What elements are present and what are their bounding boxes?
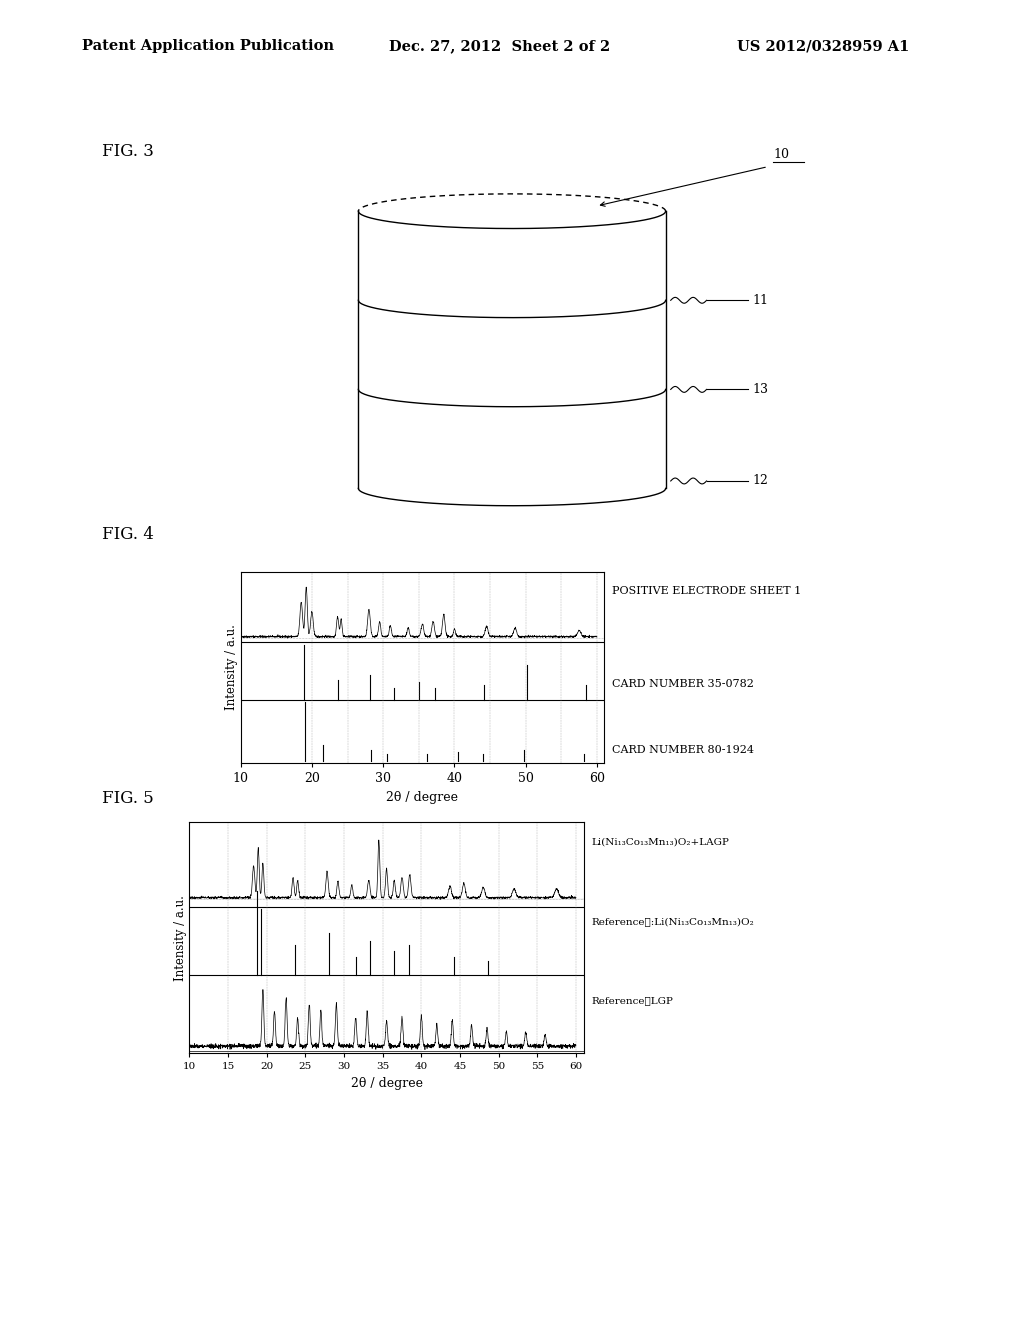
Text: CARD NUMBER 35-0782: CARD NUMBER 35-0782 — [612, 678, 755, 689]
Text: 12: 12 — [753, 474, 769, 487]
Text: POSITIVE ELECTRODE SHEET 1: POSITIVE ELECTRODE SHEET 1 — [612, 586, 802, 597]
Text: 13: 13 — [753, 383, 769, 396]
Text: CARD NUMBER 80-1924: CARD NUMBER 80-1924 — [612, 744, 755, 755]
Y-axis label: Intensity / a.u.: Intensity / a.u. — [225, 624, 238, 710]
Text: Reference①:Li(Ni₁₃Co₁₃Mn₁₃)O₂: Reference①:Li(Ni₁₃Co₁₃Mn₁₃)O₂ — [592, 917, 755, 925]
Text: 10: 10 — [773, 148, 790, 161]
Text: Patent Application Publication: Patent Application Publication — [82, 40, 334, 53]
X-axis label: 2θ / degree: 2θ / degree — [386, 791, 459, 804]
Text: 11: 11 — [753, 294, 769, 306]
Text: Reference②LGP: Reference②LGP — [592, 997, 674, 1005]
Text: US 2012/0328959 A1: US 2012/0328959 A1 — [737, 40, 909, 53]
Text: Li(Ni₁₃Co₁₃Mn₁₃)O₂+LAGP: Li(Ni₁₃Co₁₃Mn₁₃)O₂+LAGP — [592, 838, 730, 846]
Text: Dec. 27, 2012  Sheet 2 of 2: Dec. 27, 2012 Sheet 2 of 2 — [389, 40, 610, 53]
Y-axis label: Intensity / a.u.: Intensity / a.u. — [174, 895, 186, 981]
X-axis label: 2θ / degree: 2θ / degree — [350, 1077, 423, 1090]
Text: FIG. 3: FIG. 3 — [102, 144, 155, 160]
Text: FIG. 4: FIG. 4 — [102, 527, 155, 543]
Text: FIG. 5: FIG. 5 — [102, 791, 155, 807]
